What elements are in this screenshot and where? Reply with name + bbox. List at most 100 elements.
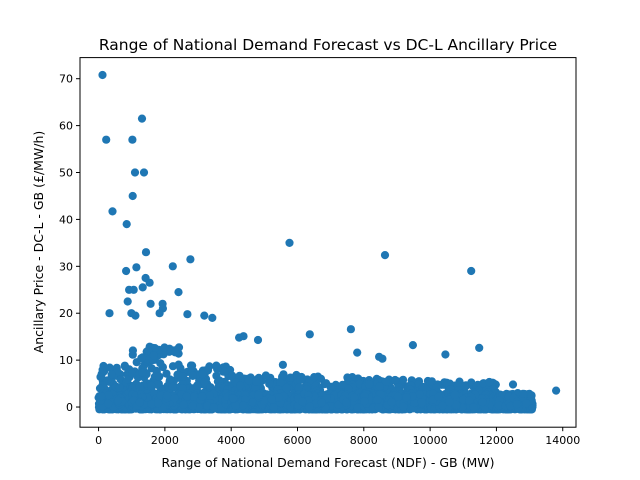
data-point	[282, 383, 291, 392]
data-point	[236, 381, 245, 390]
data-point	[146, 299, 155, 308]
data-point	[310, 373, 319, 382]
data-point	[451, 400, 461, 409]
data-point	[399, 375, 408, 384]
data-point	[104, 391, 113, 400]
x-tick-label: 12000	[479, 434, 514, 447]
data-point	[450, 390, 460, 400]
x-tick-label: 0	[95, 434, 102, 447]
data-point	[145, 278, 154, 287]
data-point	[107, 370, 116, 379]
data-point	[138, 368, 147, 377]
data-point	[128, 135, 137, 144]
data-point	[342, 398, 351, 407]
y-tick-label: 20	[59, 307, 73, 320]
data-point	[208, 313, 217, 322]
data-point	[353, 348, 362, 357]
data-point	[114, 396, 123, 405]
data-point	[162, 391, 172, 400]
data-point	[183, 310, 192, 319]
data-point	[206, 383, 215, 392]
x-axis-label: Range of National Demand Forecast (NDF) …	[161, 455, 494, 470]
y-tick-label: 0	[66, 401, 73, 414]
data-point	[378, 354, 387, 363]
data-point	[286, 373, 295, 382]
data-point	[410, 398, 419, 408]
data-point	[360, 397, 369, 406]
data-point	[229, 394, 238, 403]
data-point	[317, 398, 326, 407]
data-point	[402, 393, 411, 402]
data-point	[128, 369, 137, 378]
data-point	[552, 386, 561, 395]
data-point	[508, 380, 518, 389]
data-point	[445, 398, 454, 407]
data-point	[261, 371, 270, 380]
data-point	[104, 399, 113, 408]
data-point	[178, 384, 187, 393]
data-point	[353, 403, 362, 412]
x-tick-label: 2000	[151, 434, 179, 447]
data-point	[241, 395, 250, 404]
data-point	[244, 376, 253, 385]
data-point	[144, 346, 153, 355]
x-tick-label: 8000	[350, 434, 378, 447]
data-point	[170, 394, 179, 403]
data-point	[364, 380, 374, 389]
x-axis-ticks: 0 2000 4000 6000 8000 10000 12000 14000	[95, 427, 580, 447]
data-point	[122, 266, 131, 276]
data-point	[115, 383, 124, 392]
data-point	[478, 398, 487, 407]
data-point	[467, 266, 476, 276]
data-point	[391, 375, 400, 385]
data-point	[522, 399, 531, 408]
data-point	[278, 360, 287, 369]
data-point	[155, 309, 164, 318]
data-point	[137, 114, 147, 123]
data-point	[417, 398, 426, 407]
data-point	[123, 297, 132, 306]
data-point	[418, 382, 427, 391]
data-point	[198, 392, 207, 401]
data-point	[518, 389, 528, 398]
data-points-layer	[94, 70, 561, 414]
data-point	[108, 207, 117, 216]
data-point	[154, 398, 163, 408]
data-point	[182, 392, 191, 401]
data-point	[393, 392, 403, 401]
data-point	[205, 391, 214, 400]
data-point	[155, 372, 164, 381]
data-point	[381, 377, 391, 386]
y-axis-label: Ancillary Price - DC-L - GB (£/MW/h)	[31, 131, 46, 354]
data-point	[209, 403, 218, 412]
data-point	[123, 375, 132, 384]
y-axis-ticks: 0 10 20 30 40 50 60 70	[59, 73, 80, 414]
data-point	[374, 403, 383, 412]
data-point	[248, 398, 257, 407]
data-point	[200, 311, 209, 320]
data-point	[128, 191, 137, 201]
data-point	[174, 288, 183, 297]
data-point	[375, 382, 384, 391]
data-point	[460, 382, 469, 391]
data-point	[239, 401, 248, 410]
data-point	[131, 311, 140, 320]
data-point	[97, 392, 106, 401]
data-point	[373, 395, 382, 405]
data-point	[305, 402, 314, 411]
data-point	[179, 400, 188, 409]
data-point	[139, 168, 149, 177]
data-point	[186, 255, 195, 264]
x-tick-label: 14000	[545, 434, 580, 447]
data-point	[156, 359, 165, 368]
data-point	[346, 325, 355, 334]
data-point	[441, 350, 450, 359]
x-tick-label: 4000	[217, 434, 245, 447]
data-point	[512, 400, 522, 409]
data-point	[188, 371, 197, 380]
y-tick-label: 40	[59, 213, 73, 226]
data-point	[459, 395, 468, 404]
data-point	[265, 379, 274, 388]
data-point	[415, 390, 424, 399]
